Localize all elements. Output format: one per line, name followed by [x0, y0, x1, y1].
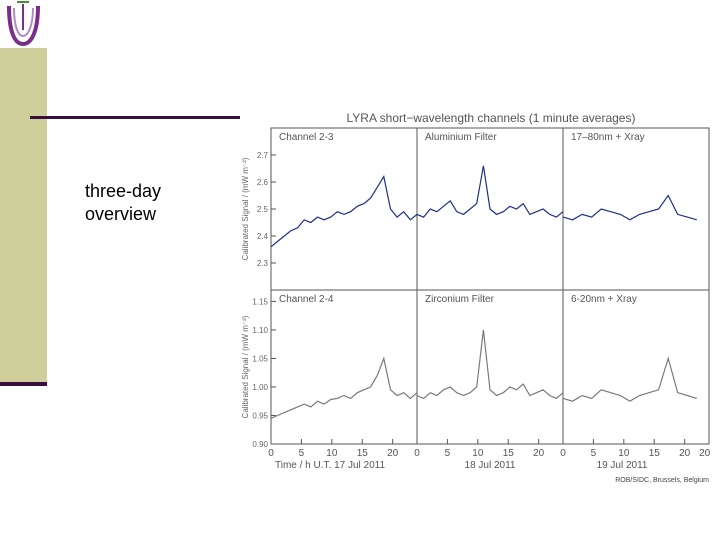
- top-series-line: [416, 165, 564, 218]
- bottom-series-line: [416, 329, 564, 400]
- sidebar-bottom-accent: [0, 382, 47, 386]
- top-ytick-label: 2.7: [257, 151, 269, 160]
- xtick-label: 0: [268, 448, 274, 459]
- bottom-ytick-label: 0.95: [252, 411, 268, 420]
- top-ylabel: Calibrated Signal / (mW m⁻²): [241, 157, 250, 260]
- top-ytick-label: 2.3: [257, 259, 269, 268]
- xtick-label: 15: [649, 448, 661, 459]
- slide-body-text: three-day overview: [85, 180, 225, 226]
- top-panel-label: 17–80nm + Xray: [571, 132, 645, 143]
- plot-frame: [270, 127, 710, 445]
- lyra-logo-icon: [0, 0, 47, 48]
- slide-body-line: three-day: [85, 181, 162, 201]
- top-ytick-label: 2.6: [257, 178, 269, 187]
- xtick-label: 0: [414, 448, 420, 459]
- x-date-label: 18 Jul 2011: [465, 460, 516, 471]
- top-ytick-label: 2.5: [257, 205, 269, 214]
- x-date-label: Time / h U.T. 17 Jul 2011: [275, 460, 385, 471]
- lyra-chart-figure: LYRA short−wavelength channels (1 minute…: [233, 108, 713, 486]
- chart-credit: ROB/SIDC, Brussels, Belgium: [615, 477, 709, 484]
- xtick-label: 10: [472, 448, 484, 459]
- bottom-series-line: [270, 356, 418, 419]
- xtick-label: 20: [679, 448, 691, 459]
- bottom-ytick-label: 1.10: [252, 326, 268, 335]
- xtick-label: 10: [618, 448, 630, 459]
- bottom-ytick-label: 1.05: [252, 354, 268, 363]
- x-date-label: 19 Jul 2011: [597, 460, 648, 471]
- xtick-label: 20: [699, 448, 711, 459]
- xtick-label: 15: [357, 448, 369, 459]
- xtick-label: 20: [387, 448, 399, 459]
- bottom-ytick-label: 1.15: [252, 297, 268, 306]
- slide-body-line: overview: [85, 204, 157, 224]
- lyra-chart: LYRA short−wavelength channels (1 minute…: [241, 111, 711, 484]
- title-divider-line: [30, 116, 240, 119]
- xtick-label: 10: [326, 448, 338, 459]
- xtick-label: 5: [445, 448, 451, 459]
- bottom-panel-label: Zirconium Filter: [425, 294, 495, 305]
- xtick-label: 15: [503, 448, 515, 459]
- top-panel-label: Channel 2-3: [279, 132, 334, 143]
- bottom-ytick-label: 1.00: [252, 383, 268, 392]
- top-series-line: [270, 174, 418, 248]
- bottom-ytick-label: 0.90: [252, 440, 268, 449]
- top-ytick-label: 2.4: [257, 232, 269, 241]
- xtick-label: 0: [560, 448, 566, 459]
- top-panel-label: Aluminium Filter: [425, 132, 497, 143]
- bottom-panel-label: 6-20nm + Xray: [571, 294, 637, 305]
- xtick-label: 5: [299, 448, 305, 459]
- bottom-panel-label: Channel 2-4: [279, 294, 334, 305]
- xtick-label: 20: [533, 448, 545, 459]
- top-series-line: [562, 194, 697, 221]
- sidebar-bar: [0, 48, 47, 384]
- xtick-label: 5: [591, 448, 597, 459]
- chart-title: LYRA short−wavelength channels (1 minute…: [347, 111, 636, 125]
- bottom-series-line: [562, 356, 697, 402]
- bottom-ylabel: Calibrated Signal / (mW m⁻²): [241, 315, 250, 418]
